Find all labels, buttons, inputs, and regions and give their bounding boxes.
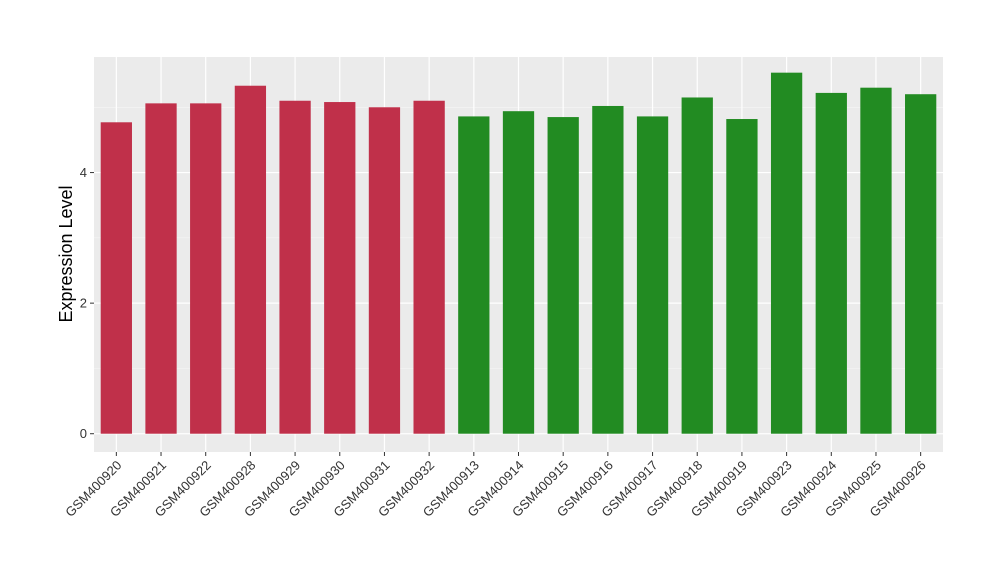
y-axis-title: Expression Level xyxy=(56,185,76,322)
x-axis: GSM400920GSM400921GSM400922GSM400928GSM4… xyxy=(62,452,929,520)
bar-GSM400917 xyxy=(636,116,669,434)
bar-GSM400919 xyxy=(726,119,758,434)
bar-GSM400914 xyxy=(502,111,535,434)
bar-GSM400918 xyxy=(681,97,713,434)
bar-GSM400915 xyxy=(547,117,579,434)
y-tick-label: 0 xyxy=(80,426,87,441)
bar-GSM400929 xyxy=(279,100,311,434)
bar-GSM400928 xyxy=(234,85,267,434)
bar-GSM400923 xyxy=(770,72,803,434)
bar-GSM400930 xyxy=(324,102,356,434)
bar-GSM400926 xyxy=(905,94,937,434)
bar-GSM400925 xyxy=(860,87,892,434)
bars xyxy=(100,72,937,434)
bar-GSM400924 xyxy=(815,92,847,434)
y-tick-label: 4 xyxy=(80,165,87,180)
bar-GSM400913 xyxy=(458,116,490,434)
bar-GSM400932 xyxy=(413,100,445,434)
y-tick-label: 2 xyxy=(80,296,87,311)
bar-GSM400921 xyxy=(145,103,177,434)
bar-GSM400916 xyxy=(592,105,624,434)
y-axis: 0 2 4 xyxy=(80,165,94,441)
bar-GSM400920 xyxy=(100,122,132,434)
bar-GSM400931 xyxy=(368,107,401,434)
bar-GSM400922 xyxy=(190,103,222,434)
